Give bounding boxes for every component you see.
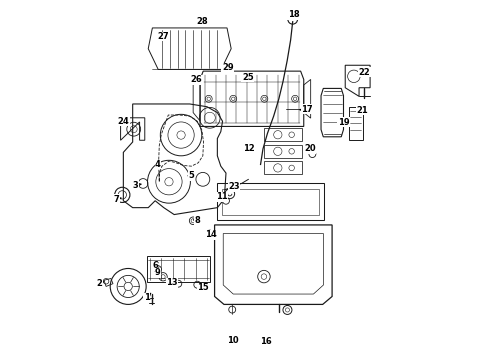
- Text: 1: 1: [144, 293, 149, 302]
- Text: 14: 14: [204, 230, 216, 239]
- Text: 25: 25: [242, 72, 254, 81]
- Text: 6: 6: [152, 261, 158, 270]
- Text: 17: 17: [301, 105, 313, 114]
- Text: 8: 8: [195, 216, 200, 225]
- Text: 23: 23: [228, 183, 240, 192]
- Text: 22: 22: [358, 68, 370, 77]
- Text: 4: 4: [155, 160, 161, 169]
- Text: 12: 12: [243, 144, 255, 153]
- Text: 2: 2: [96, 279, 102, 288]
- Text: 28: 28: [196, 17, 208, 26]
- Text: 11: 11: [216, 192, 227, 201]
- Text: 10: 10: [227, 336, 239, 345]
- Text: 9: 9: [155, 268, 161, 277]
- Text: 15: 15: [197, 283, 209, 292]
- Text: 29: 29: [222, 63, 234, 72]
- Text: 26: 26: [191, 75, 202, 84]
- Text: 13: 13: [166, 279, 177, 288]
- Text: 18: 18: [288, 10, 299, 19]
- Text: 20: 20: [304, 144, 316, 153]
- Text: 5: 5: [189, 171, 195, 180]
- Text: 24: 24: [118, 117, 129, 126]
- Text: 3: 3: [133, 181, 138, 190]
- Text: 27: 27: [157, 32, 169, 41]
- Text: 19: 19: [338, 118, 349, 127]
- Text: 16: 16: [260, 337, 271, 346]
- Text: 7: 7: [114, 194, 119, 203]
- Text: 21: 21: [356, 106, 368, 115]
